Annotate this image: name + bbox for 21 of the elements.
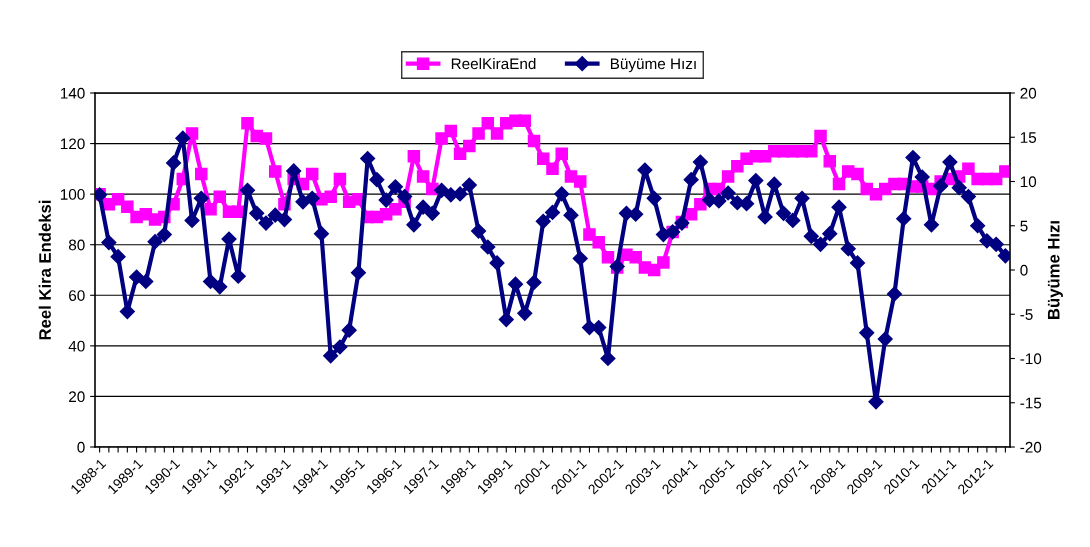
legend-label: Büyüme Hızı	[610, 58, 696, 73]
y-tick-label: 20	[69, 391, 85, 403]
y2-tick-label: 5	[1020, 220, 1028, 232]
y-tick-label: 60	[69, 290, 85, 301]
y-tick-label: 40	[68, 340, 85, 352]
y2-tick-label: -15	[1020, 397, 1042, 409]
y-tick-label: 0	[77, 441, 85, 453]
y-tick-label: 80	[68, 239, 85, 251]
y2-tick-label: -10	[1020, 353, 1042, 365]
y2-tick-label: 20	[1020, 87, 1037, 99]
y2-tick-label: 10	[1020, 176, 1037, 188]
y2-tick-label: 0	[1020, 264, 1028, 276]
y-tick-label: 140	[60, 87, 85, 99]
y2-tick-label: -20	[1020, 441, 1042, 453]
y-axis-title: Reel Kira Endeksi	[38, 200, 51, 340]
y-tick-label: 100	[60, 189, 85, 200]
y2-axis-title: Büyüme Hızı	[1047, 221, 1063, 319]
y2-tick-label: 15	[1020, 132, 1037, 143]
y-tick-label: 120	[60, 138, 85, 150]
y2-tick-label: -5	[1020, 309, 1033, 320]
legend-label: ReelKiraEnd	[451, 57, 536, 70]
